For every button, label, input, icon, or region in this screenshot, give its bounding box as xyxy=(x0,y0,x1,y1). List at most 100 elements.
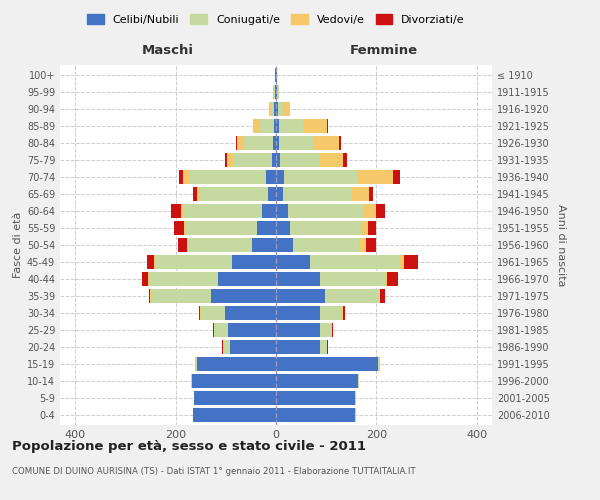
Bar xyxy=(272,153,276,167)
Text: Maschi: Maschi xyxy=(142,44,194,57)
Bar xyxy=(276,136,278,150)
Bar xyxy=(268,187,276,201)
Bar xyxy=(342,306,343,320)
Bar xyxy=(386,272,398,286)
Bar xyxy=(293,238,359,252)
Bar xyxy=(404,255,418,269)
Bar xyxy=(230,340,276,354)
Bar xyxy=(276,289,325,303)
Text: Popolazione per età, sesso e stato civile - 2011: Popolazione per età, sesso e stato civil… xyxy=(12,440,366,453)
Bar xyxy=(276,391,355,405)
Bar xyxy=(225,306,276,320)
Bar xyxy=(392,170,400,184)
Bar xyxy=(171,204,181,218)
Bar xyxy=(149,289,151,303)
Bar xyxy=(188,238,252,252)
Bar xyxy=(154,255,155,269)
Bar xyxy=(228,323,276,337)
Bar xyxy=(359,238,366,252)
Bar xyxy=(358,170,392,184)
Bar xyxy=(276,323,320,337)
Bar xyxy=(313,136,339,150)
Bar xyxy=(181,204,182,218)
Bar xyxy=(148,272,149,286)
Bar xyxy=(379,289,380,303)
Bar xyxy=(320,340,327,354)
Bar xyxy=(244,136,273,150)
Y-axis label: Anni di nascita: Anni di nascita xyxy=(556,204,566,286)
Bar xyxy=(191,374,276,388)
Bar xyxy=(339,136,341,150)
Bar xyxy=(276,408,355,422)
Bar xyxy=(253,119,260,133)
Bar xyxy=(257,221,276,235)
Bar xyxy=(276,238,293,252)
Bar xyxy=(376,204,385,218)
Bar xyxy=(276,85,277,99)
Bar xyxy=(278,136,313,150)
Bar xyxy=(193,408,276,422)
Bar xyxy=(276,357,378,371)
Bar xyxy=(361,221,368,235)
Bar xyxy=(149,272,218,286)
Bar xyxy=(190,170,266,184)
Bar xyxy=(278,102,283,116)
Bar xyxy=(290,221,361,235)
Bar xyxy=(378,357,380,371)
Bar xyxy=(288,204,364,218)
Bar xyxy=(200,306,225,320)
Bar xyxy=(358,374,359,388)
Y-axis label: Fasce di età: Fasce di età xyxy=(13,212,23,278)
Bar xyxy=(199,306,200,320)
Bar xyxy=(262,204,276,218)
Bar xyxy=(327,119,328,133)
Bar xyxy=(400,255,404,269)
Bar xyxy=(276,255,310,269)
Bar xyxy=(275,85,276,99)
Bar xyxy=(214,323,228,337)
Bar xyxy=(369,187,373,201)
Bar xyxy=(280,153,319,167)
Bar xyxy=(182,204,262,218)
Bar xyxy=(284,170,358,184)
Bar xyxy=(276,170,284,184)
Bar xyxy=(193,187,197,201)
Text: Femmine: Femmine xyxy=(350,44,418,57)
Bar xyxy=(320,306,342,320)
Bar xyxy=(199,187,268,201)
Bar xyxy=(283,102,290,116)
Text: COMUNE DI DUINO AURISINA (TS) - Dati ISTAT 1° gennaio 2011 - Elaborazione TUTTAI: COMUNE DI DUINO AURISINA (TS) - Dati IST… xyxy=(12,468,416,476)
Bar xyxy=(173,221,184,235)
Bar xyxy=(343,153,347,167)
Bar xyxy=(366,238,376,252)
Bar xyxy=(223,340,230,354)
Bar xyxy=(232,255,276,269)
Bar xyxy=(182,170,190,184)
Bar xyxy=(237,136,244,150)
Bar xyxy=(273,136,276,150)
Bar xyxy=(218,272,276,286)
Bar xyxy=(320,272,385,286)
Legend: Celibi/Nubili, Coniugati/e, Vedovi/e, Divorziati/e: Celibi/Nubili, Coniugati/e, Vedovi/e, Di… xyxy=(84,10,468,28)
Bar xyxy=(274,119,276,133)
Bar xyxy=(320,323,332,337)
Bar xyxy=(343,306,345,320)
Bar xyxy=(276,306,320,320)
Bar xyxy=(272,102,274,116)
Bar xyxy=(276,187,283,201)
Bar xyxy=(385,272,386,286)
Bar xyxy=(352,187,369,201)
Bar xyxy=(233,153,272,167)
Bar xyxy=(276,374,358,388)
Bar xyxy=(319,153,343,167)
Bar xyxy=(252,238,276,252)
Bar xyxy=(283,187,352,201)
Bar xyxy=(276,204,288,218)
Bar xyxy=(325,289,379,303)
Bar xyxy=(368,221,376,235)
Bar xyxy=(276,272,320,286)
Bar xyxy=(142,272,148,286)
Bar xyxy=(148,255,154,269)
Bar xyxy=(266,170,276,184)
Bar xyxy=(269,102,272,116)
